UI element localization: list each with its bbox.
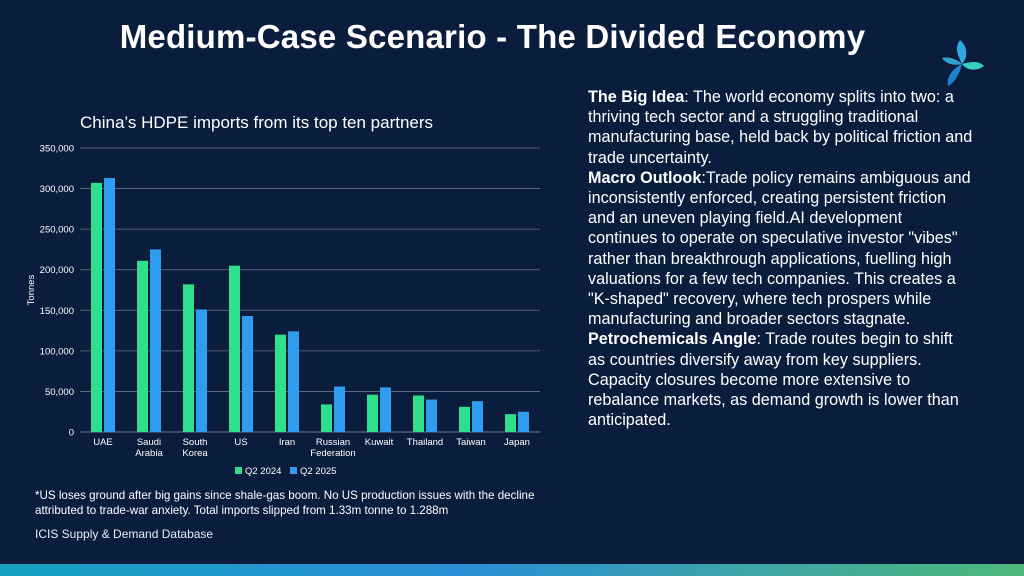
bar-q2-2024-taiwan <box>459 406 470 432</box>
y-tick-label: 150,000 <box>40 306 74 317</box>
x-tick-label: Japan <box>504 437 530 448</box>
big-idea-label: The Big Idea <box>588 88 685 106</box>
macro-outlook-paragraph: Macro Outlook:Trade policy remains ambig… <box>588 168 973 330</box>
y-tick-label: 0 <box>69 428 74 439</box>
legend-label: Q2 2025 <box>300 466 336 477</box>
bar-q2-2025-south-korea <box>196 309 207 432</box>
x-tick-label: Federation <box>310 448 355 459</box>
x-tick-label: Thailand <box>407 437 443 448</box>
bar-q2-2024-uae <box>91 182 102 432</box>
x-tick-label: Taiwan <box>456 437 486 448</box>
bar-q2-2024-saudi-arabia <box>137 260 148 432</box>
bar-q2-2024-iran <box>275 334 286 432</box>
petrochemicals-label: Petrochemicals Angle <box>588 330 757 349</box>
y-tick-label: 300,000 <box>40 184 74 195</box>
chart-footnote: *US loses ground after big gains since s… <box>35 489 535 517</box>
bar-q2-2025-japan <box>518 411 529 432</box>
x-tick-label: UAE <box>93 437 113 448</box>
big-idea-paragraph: The Big Idea: The world economy splits i… <box>588 87 973 168</box>
petrochemicals-paragraph: Petrochemicals Angle: Trade routes begin… <box>588 329 973 430</box>
bottom-accent-bar <box>0 564 1024 576</box>
slide-title: Medium-Case Scenario - The Divided Econo… <box>119 18 866 55</box>
y-tick-label: 50,000 <box>45 387 74 398</box>
y-axis-label: Tonnes <box>26 274 37 305</box>
x-tick-label: Russian <box>316 437 350 448</box>
y-tick-label: 350,000 <box>40 144 74 155</box>
hdpe-imports-bar-chart: 0 50,000 100,000 150,000 200,000 250,000 300,0… <box>26 144 540 477</box>
legend-label: Q2 2024 <box>245 466 281 477</box>
petrochemicals-text: : Trade routes begin to shift as countri… <box>588 330 959 430</box>
y-tick-label: 200,000 <box>40 265 74 276</box>
bar-q2-2024-us <box>229 265 240 432</box>
bar-q2-2024-thailand <box>413 395 424 432</box>
big-idea-text: : The world economy splits into two: a t… <box>588 88 973 167</box>
bar-q2-2025-iran <box>288 331 299 432</box>
bar-q2-2025-uae <box>104 178 115 432</box>
legend-swatch-q2-2025 <box>290 467 297 474</box>
x-tick-label: Iran <box>279 437 295 448</box>
bar-q2-2025-russian-federation <box>334 386 345 432</box>
x-tick-label: Arabia <box>135 448 163 459</box>
chart-title: China’s HDPE imports from its top ten pa… <box>80 113 434 132</box>
x-tick-label: South <box>183 437 208 448</box>
x-tick-label: Korea <box>182 448 208 459</box>
source-label: ICIS Supply & Demand Database <box>35 527 214 541</box>
legend-swatch-q2-2024 <box>235 467 242 474</box>
x-tick-label: Kuwait <box>365 437 394 448</box>
x-tick-label: Saudi <box>137 437 161 448</box>
bar-q2-2025-us <box>242 315 253 432</box>
bar-q2-2025-thailand <box>426 399 437 432</box>
bar-q2-2025-kuwait <box>380 387 391 432</box>
bar-q2-2025-taiwan <box>472 401 483 432</box>
bar-q2-2024-japan <box>505 414 516 432</box>
text-panel: The Big Idea: The world economy splits i… <box>588 87 973 430</box>
three-petal-logo-icon <box>942 40 984 86</box>
bar-q2-2024-russian-federation <box>321 404 332 432</box>
macro-outlook-label: Macro Outlook <box>588 168 702 187</box>
bar-q2-2024-kuwait <box>367 394 378 432</box>
y-tick-label: 100,000 <box>40 346 74 357</box>
bar-q2-2024-south-korea <box>183 284 194 432</box>
bar-q2-2025-saudi-arabia <box>150 249 161 432</box>
macro-outlook-text: :Trade policy remains ambiguous and inco… <box>588 168 971 329</box>
x-tick-label: US <box>234 437 247 448</box>
y-tick-label: 250,000 <box>40 225 74 236</box>
